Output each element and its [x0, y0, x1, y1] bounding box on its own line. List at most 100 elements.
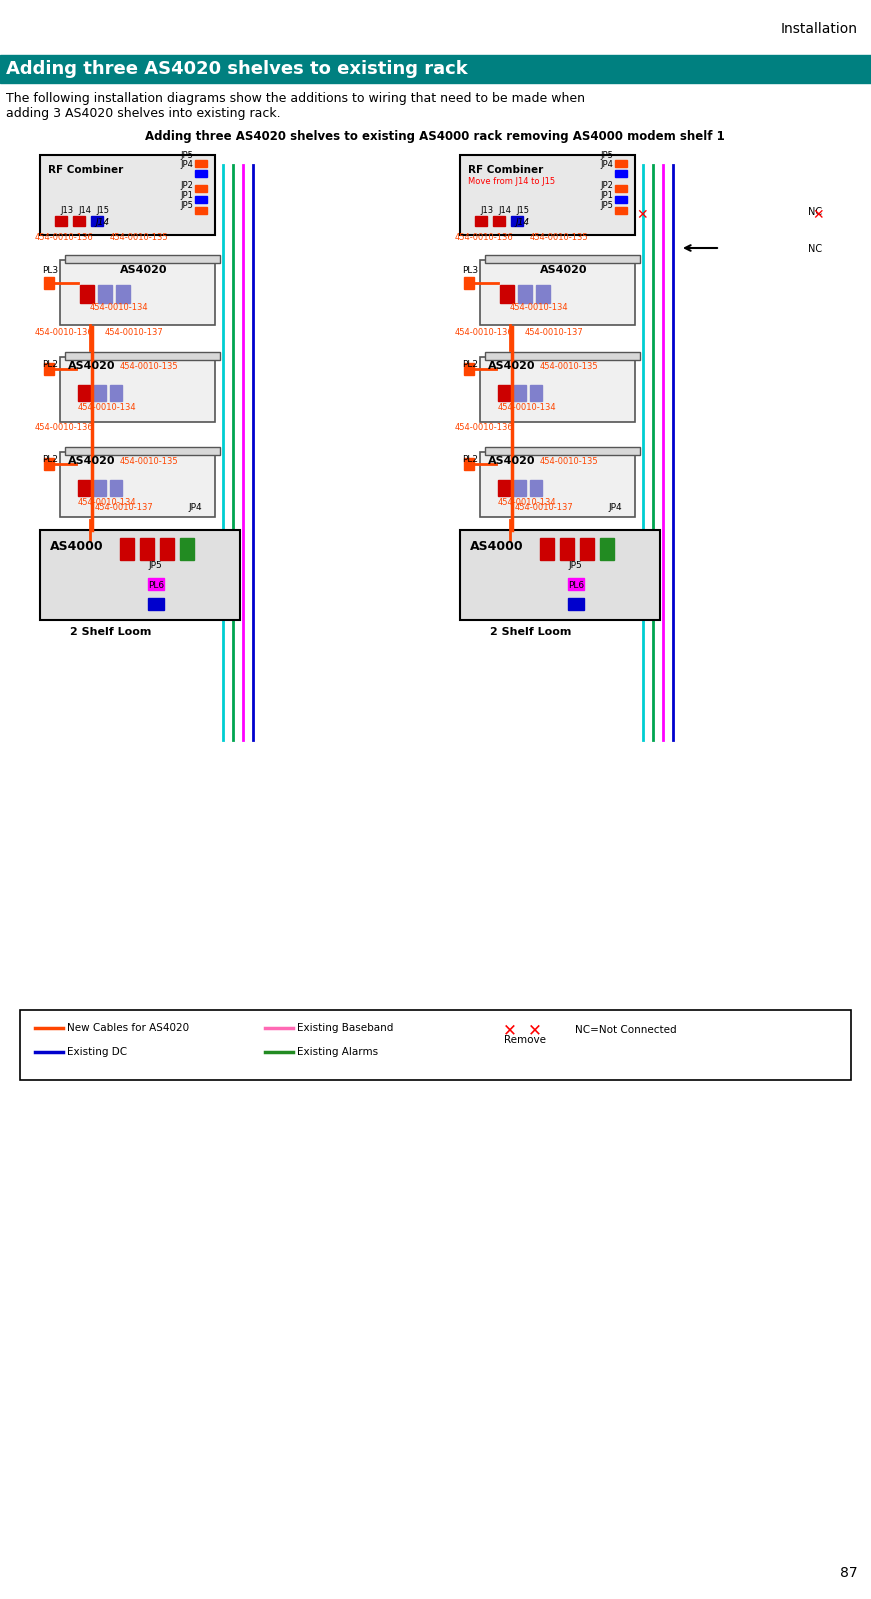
Bar: [615, 160, 627, 166]
Bar: [60, 261, 215, 325]
Text: NC: NC: [808, 245, 822, 254]
Text: PL6: PL6: [568, 580, 584, 590]
Bar: [460, 155, 635, 235]
Bar: [536, 285, 550, 302]
Bar: [94, 385, 106, 401]
Text: AS4020: AS4020: [120, 265, 167, 275]
Bar: [498, 385, 510, 401]
Text: J13: J13: [60, 206, 73, 214]
Bar: [44, 363, 54, 376]
Bar: [615, 206, 627, 214]
Bar: [60, 453, 215, 516]
Bar: [195, 197, 207, 203]
Text: PL2: PL2: [42, 360, 58, 369]
Text: J14: J14: [515, 217, 529, 227]
Bar: [475, 216, 487, 225]
Bar: [498, 480, 510, 496]
Bar: [568, 598, 584, 609]
Bar: [78, 385, 90, 401]
Bar: [20, 1011, 851, 1079]
Text: 2 Shelf Loom: 2 Shelf Loom: [490, 627, 571, 636]
Text: 454-0010-134: 454-0010-134: [90, 302, 149, 312]
Bar: [464, 363, 474, 376]
Text: JP4: JP4: [608, 504, 622, 512]
Bar: [615, 185, 627, 192]
Text: JP5: JP5: [600, 201, 613, 209]
Text: 454-0010-136: 454-0010-136: [35, 328, 94, 337]
Text: JP5: JP5: [180, 150, 192, 160]
Text: J14: J14: [95, 217, 109, 227]
Text: AS4000: AS4000: [470, 540, 523, 553]
Bar: [560, 537, 574, 560]
Text: New Cables for AS4020: New Cables for AS4020: [67, 1023, 189, 1033]
Bar: [480, 261, 635, 325]
Bar: [110, 385, 122, 401]
Text: NC=Not Connected: NC=Not Connected: [575, 1025, 677, 1035]
Text: 454-0010-135: 454-0010-135: [540, 361, 598, 371]
Bar: [94, 480, 106, 496]
Bar: [485, 448, 640, 456]
Bar: [55, 216, 67, 225]
Text: AS4020: AS4020: [68, 456, 116, 465]
Bar: [485, 254, 640, 262]
Text: AS4020: AS4020: [540, 265, 588, 275]
Text: 454-0010-136: 454-0010-136: [455, 424, 514, 432]
Text: PL3: PL3: [42, 265, 58, 275]
Text: JP4: JP4: [180, 160, 192, 169]
Text: AS4020: AS4020: [488, 456, 536, 465]
Text: JP5: JP5: [568, 561, 582, 569]
Bar: [195, 185, 207, 192]
Bar: [615, 169, 627, 177]
Text: 454-0010-135: 454-0010-135: [530, 233, 589, 241]
Text: PL2: PL2: [462, 360, 478, 369]
Text: 454-0010-134: 454-0010-134: [78, 403, 137, 413]
Text: 454-0010-137: 454-0010-137: [525, 328, 584, 337]
Text: JP5: JP5: [148, 561, 162, 569]
Bar: [600, 537, 614, 560]
Text: JP4: JP4: [600, 160, 613, 169]
Bar: [195, 206, 207, 214]
Text: 454-0010-134: 454-0010-134: [498, 403, 557, 413]
Text: Adding three AS4020 shelves to existing AS4000 rack removing AS4000 modem shelf : Adding three AS4020 shelves to existing …: [145, 130, 725, 142]
Bar: [480, 453, 635, 516]
Text: JP5: JP5: [180, 201, 192, 209]
Bar: [140, 537, 154, 560]
Text: J14: J14: [78, 206, 91, 214]
Text: Existing Baseband: Existing Baseband: [297, 1023, 394, 1033]
Bar: [580, 537, 594, 560]
Text: JP1: JP1: [600, 190, 613, 200]
Text: Adding three AS4020 shelves to existing rack: Adding three AS4020 shelves to existing …: [6, 61, 468, 78]
Text: 454-0010-134: 454-0010-134: [78, 497, 137, 507]
Bar: [464, 277, 474, 289]
Text: Existing DC: Existing DC: [67, 1047, 127, 1057]
Bar: [485, 352, 640, 360]
Text: 454-0010-135: 454-0010-135: [120, 361, 179, 371]
Bar: [460, 529, 660, 620]
Bar: [65, 448, 220, 456]
Text: JP1: JP1: [180, 190, 192, 200]
Bar: [60, 357, 215, 422]
Bar: [40, 155, 215, 235]
Text: 454-0010-135: 454-0010-135: [110, 233, 169, 241]
Text: Move from J14 to J15: Move from J14 to J15: [468, 177, 555, 185]
Text: RF Combiner: RF Combiner: [468, 165, 544, 174]
Bar: [568, 577, 584, 590]
Bar: [98, 285, 112, 302]
Bar: [493, 216, 505, 225]
Bar: [511, 216, 523, 225]
Text: RF Combiner: RF Combiner: [48, 165, 124, 174]
Text: 454-0010-135: 454-0010-135: [540, 457, 598, 465]
Text: ✕: ✕: [528, 1022, 542, 1039]
Text: 454-0010-136: 454-0010-136: [455, 233, 514, 241]
Bar: [80, 285, 94, 302]
Text: J15: J15: [516, 206, 529, 214]
Bar: [518, 285, 532, 302]
Text: JP2: JP2: [180, 181, 192, 190]
Text: 2 Shelf Loom: 2 Shelf Loom: [70, 627, 152, 636]
Text: J13: J13: [480, 206, 493, 214]
Text: 454-0010-134: 454-0010-134: [498, 497, 557, 507]
Bar: [65, 352, 220, 360]
Text: 454-0010-136: 454-0010-136: [35, 424, 94, 432]
Text: 454-0010-137: 454-0010-137: [515, 504, 574, 512]
Bar: [514, 480, 526, 496]
